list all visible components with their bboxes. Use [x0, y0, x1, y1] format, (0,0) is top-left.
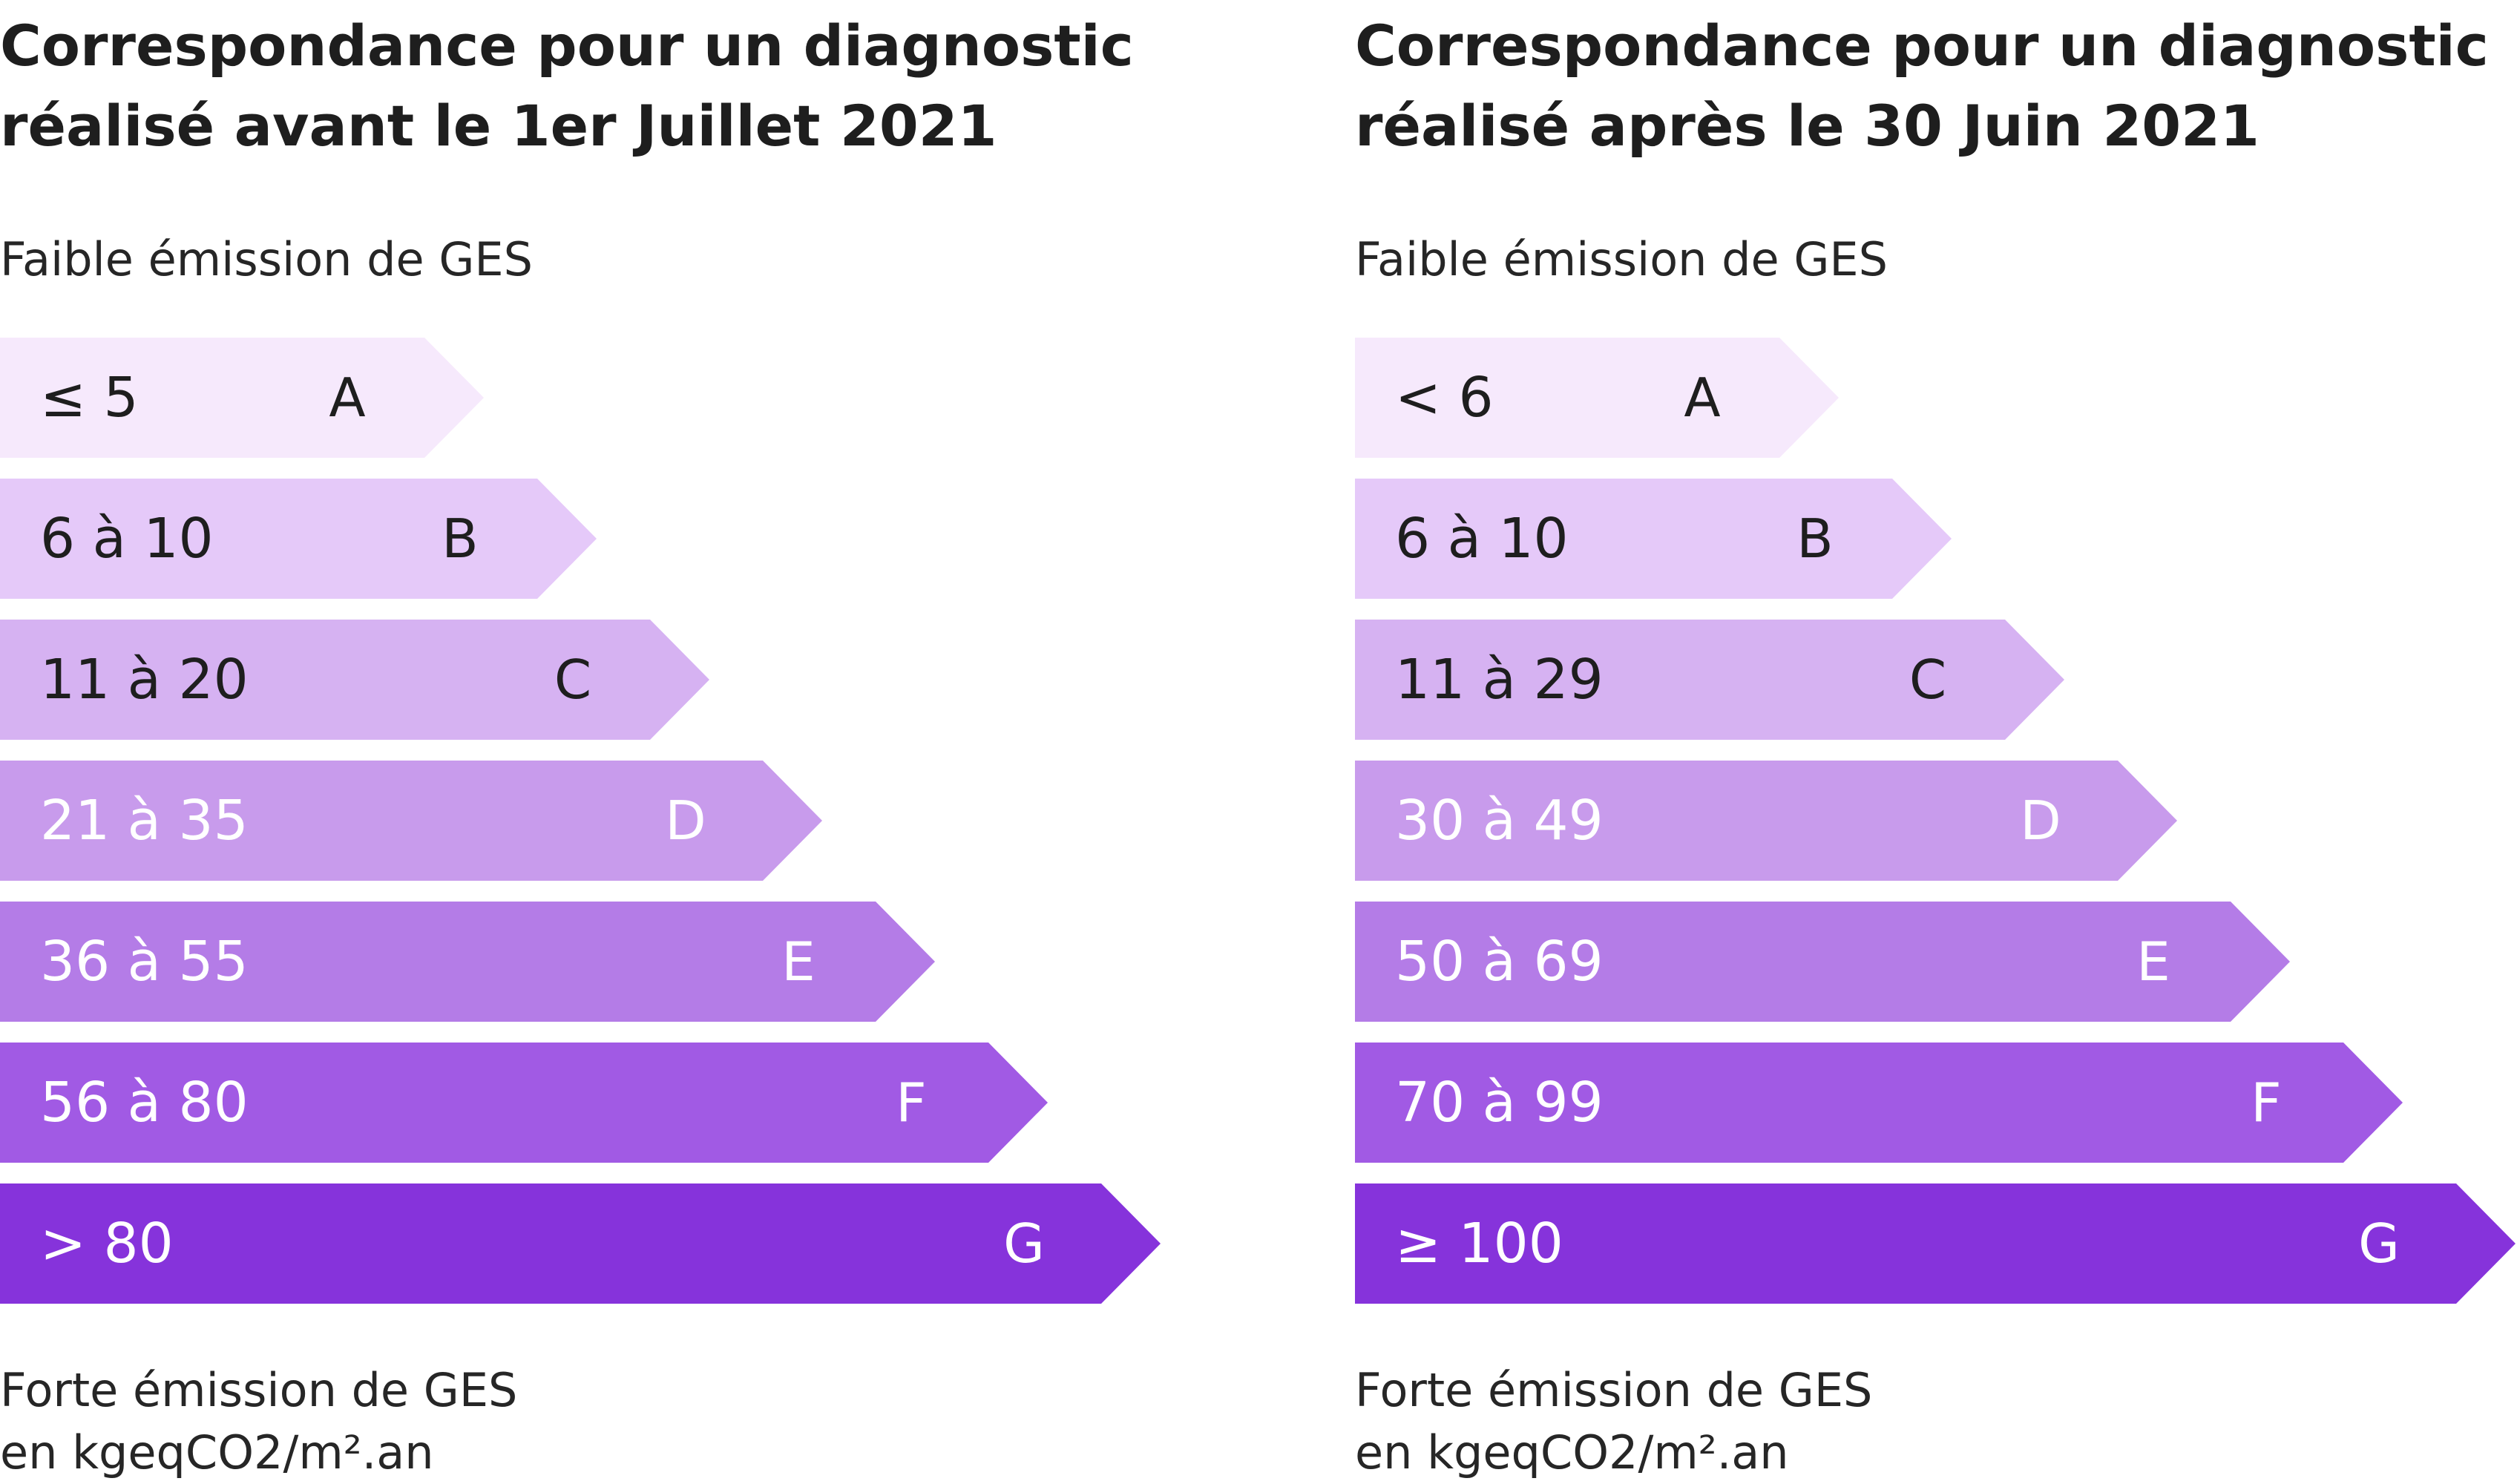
unit-label: en kgeqCO2/m².an — [1355, 1425, 1789, 1480]
class-range-label: 21 à 35 — [40, 789, 249, 853]
class-bar-a: < 6 A — [1355, 338, 1839, 458]
class-bar-f: 70 à 99 F — [1355, 1043, 2403, 1163]
class-range-label: 11 à 20 — [40, 648, 249, 712]
class-range-label: 70 à 99 — [1395, 1071, 1604, 1135]
class-bar-c: 11 à 29 C — [1355, 620, 2064, 740]
ges-scale-before-july-2021: Correspondance pour un diagnostic réalis… — [0, 0, 1232, 1484]
class-range-label: 6 à 10 — [40, 507, 214, 571]
class-bar-d: 30 à 49 D — [1355, 761, 2177, 881]
class-range-label: 56 à 80 — [40, 1071, 249, 1135]
class-bar-c: 11 à 20 C — [0, 620, 709, 740]
unit-label: en kgeqCO2/m².an — [0, 1425, 434, 1480]
class-bar-b: 6 à 10 B — [0, 479, 597, 599]
class-letter: G — [1003, 1212, 1045, 1275]
class-range-label: 36 à 55 — [40, 930, 249, 994]
class-letter: D — [2020, 789, 2061, 852]
class-range-label: ≤ 5 — [40, 366, 139, 430]
class-range-label: < 6 — [1395, 366, 1494, 430]
class-letter: A — [329, 367, 366, 429]
class-range-label: 11 à 29 — [1395, 648, 1604, 712]
class-letter: F — [2251, 1071, 2282, 1134]
class-letter: A — [1684, 367, 1721, 429]
class-letter: B — [1796, 508, 1834, 570]
low-emission-label: Faible émission de GES — [1355, 232, 1888, 286]
class-letter: C — [1909, 649, 1947, 711]
emission-bars: ≤ 5 A 6 à 10 B 11 à 20 C 21 à 35 D 36 à 55 E 56 à … — [0, 338, 1232, 1310]
class-letter: G — [2358, 1212, 2400, 1275]
class-letter: D — [665, 789, 706, 852]
low-emission-label: Faible émission de GES — [0, 232, 533, 286]
class-letter: B — [442, 508, 479, 570]
class-letter: E — [2136, 930, 2170, 993]
class-bar-f: 56 à 80 F — [0, 1043, 1048, 1163]
high-emission-label: Forte émission de GES — [0, 1363, 518, 1417]
class-bar-b: 6 à 10 B — [1355, 479, 1952, 599]
class-bar-d: 21 à 35 D — [0, 761, 822, 881]
class-range-label: ≥ 100 — [1395, 1212, 1563, 1275]
class-bar-g: > 80 G — [0, 1183, 1161, 1304]
class-bar-g: ≥ 100 G — [1355, 1183, 2516, 1304]
class-range-label: 6 à 10 — [1395, 507, 1569, 571]
class-letter: E — [781, 930, 816, 993]
class-range-label: 30 à 49 — [1395, 789, 1604, 853]
class-bar-e: 50 à 69 E — [1355, 902, 2290, 1022]
emission-bars: < 6 A 6 à 10 B 11 à 29 C 30 à 49 D 50 à 69 E 70 à … — [1355, 338, 2517, 1310]
class-letter: C — [554, 649, 592, 711]
panel-title: Correspondance pour un diagnostic réalis… — [0, 13, 1134, 159]
class-bar-a: ≤ 5 A — [0, 338, 484, 458]
panel-title: Correspondance pour un diagnostic réalis… — [1355, 13, 2489, 159]
class-bar-e: 36 à 55 E — [0, 902, 935, 1022]
ges-scale-after-june-2021: Correspondance pour un diagnostic réalis… — [1355, 0, 2517, 1484]
class-range-label: 50 à 69 — [1395, 930, 1604, 994]
class-range-label: > 80 — [40, 1212, 174, 1275]
high-emission-label: Forte émission de GES — [1355, 1363, 1873, 1417]
class-letter: F — [896, 1071, 927, 1134]
